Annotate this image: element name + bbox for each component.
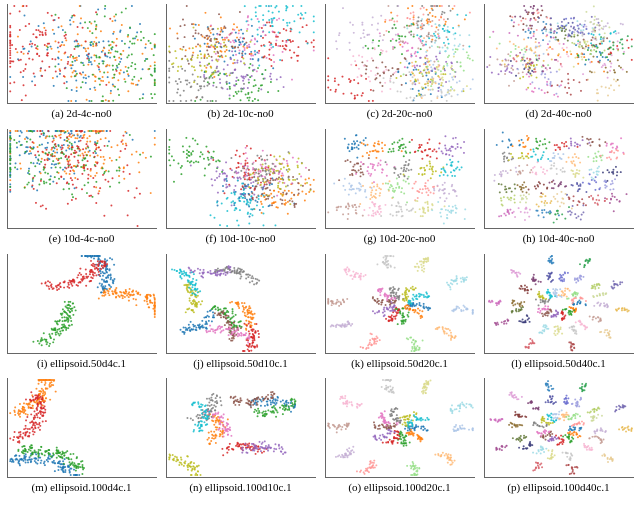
panel-g: (g) 10d-20c-no0 <box>320 129 479 254</box>
panel-j: (j) ellipsoid.50d10c.1 <box>161 254 320 379</box>
panel-c: (c) 2d-20c-no0 <box>320 4 479 129</box>
scatter-plot-n <box>166 378 316 478</box>
scatter-plot-h <box>484 129 634 229</box>
caption-f: (f) 10d-10c-no0 <box>206 233 276 245</box>
panel-f: (f) 10d-10c-no0 <box>161 129 320 254</box>
scatter-plot-l <box>484 254 634 354</box>
caption-c: (c) 2d-20c-no0 <box>367 108 433 120</box>
caption-a: (a) 2d-4c-no0 <box>51 108 111 120</box>
caption-k: (k) ellipsoid.50d20c.1 <box>351 358 448 370</box>
scatter-plot-e <box>7 129 157 229</box>
caption-g: (g) 10d-20c-no0 <box>364 233 436 245</box>
scatter-plot-a <box>7 4 157 104</box>
scatter-plot-k <box>325 254 475 354</box>
caption-n: (n) ellipsoid.100d10c.1 <box>189 482 291 494</box>
caption-l: (l) ellipsoid.50d40c.1 <box>511 358 605 370</box>
panel-m: (m) ellipsoid.100d4c.1 <box>2 378 161 503</box>
scatter-plot-p <box>484 378 634 478</box>
scatter-plot-o <box>325 378 475 478</box>
caption-e: (e) 10d-4c-no0 <box>49 233 115 245</box>
scatter-plot-c <box>325 4 475 104</box>
scatter-plot-d <box>484 4 634 104</box>
panel-n: (n) ellipsoid.100d10c.1 <box>161 378 320 503</box>
caption-i: (i) ellipsoid.50d4c.1 <box>37 358 126 370</box>
caption-d: (d) 2d-40c-no0 <box>525 108 591 120</box>
panel-e: (e) 10d-4c-no0 <box>2 129 161 254</box>
panel-i: (i) ellipsoid.50d4c.1 <box>2 254 161 379</box>
scatter-plot-i <box>7 254 157 354</box>
caption-p: (p) ellipsoid.100d40c.1 <box>507 482 609 494</box>
panel-d: (d) 2d-40c-no0 <box>479 4 638 129</box>
panel-o: (o) ellipsoid.100d20c.1 <box>320 378 479 503</box>
panel-k: (k) ellipsoid.50d20c.1 <box>320 254 479 379</box>
caption-j: (j) ellipsoid.50d10c.1 <box>193 358 287 370</box>
scatter-plot-f <box>166 129 316 229</box>
caption-h: (h) 10d-40c-no0 <box>523 233 595 245</box>
caption-m: (m) ellipsoid.100d4c.1 <box>32 482 132 494</box>
scatter-plot-g <box>325 129 475 229</box>
panel-l: (l) ellipsoid.50d40c.1 <box>479 254 638 379</box>
scatter-plot-b <box>166 4 316 104</box>
scatter-plot-j <box>166 254 316 354</box>
scatter-plot-m <box>7 378 157 478</box>
panel-h: (h) 10d-40c-no0 <box>479 129 638 254</box>
figure-grid: (a) 2d-4c-no0 (b) 2d-10c-no0 (c) 2d-20c-no… <box>0 0 640 507</box>
panel-b: (b) 2d-10c-no0 <box>161 4 320 129</box>
panel-p: (p) ellipsoid.100d40c.1 <box>479 378 638 503</box>
caption-o: (o) ellipsoid.100d20c.1 <box>348 482 450 494</box>
caption-b: (b) 2d-10c-no0 <box>207 108 273 120</box>
panel-a: (a) 2d-4c-no0 <box>2 4 161 129</box>
